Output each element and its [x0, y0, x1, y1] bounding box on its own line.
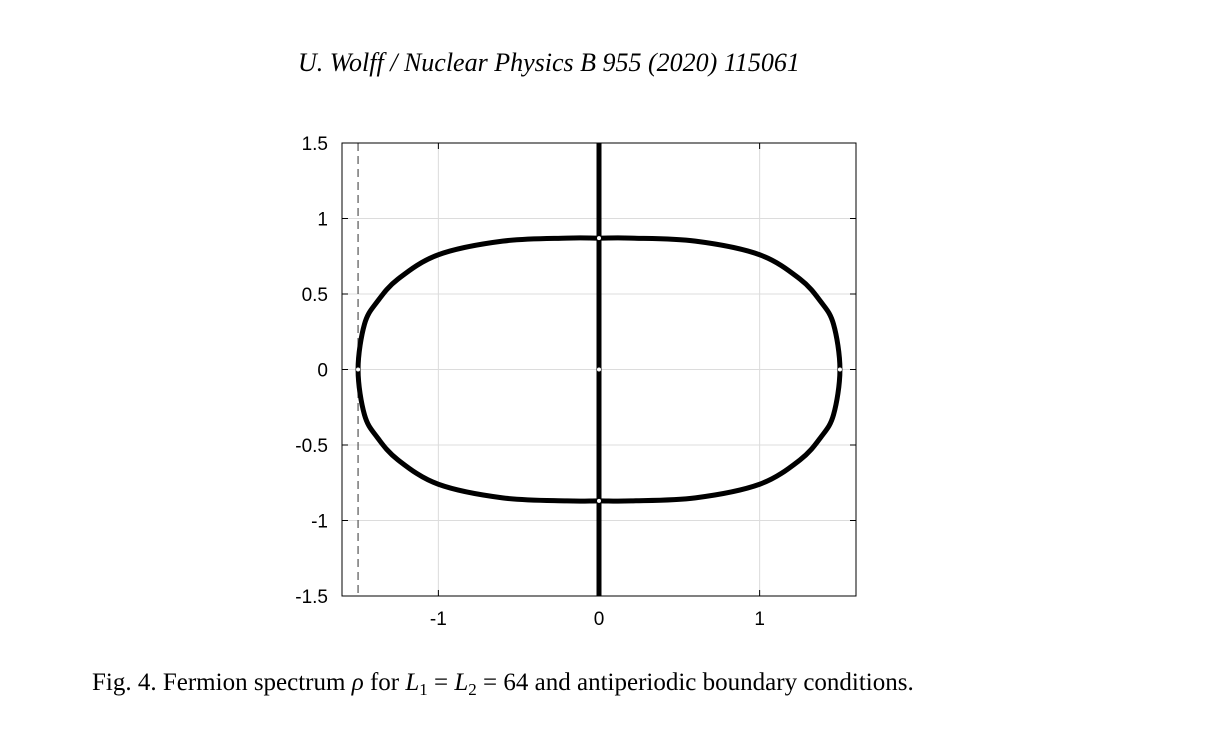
intersection-point: [597, 498, 601, 503]
y-tick-label: 0: [317, 361, 328, 382]
caption-eq2: = 64: [476, 669, 529, 696]
x-tick-label: 1: [754, 609, 765, 630]
caption-suffix: and antiperiodic boundary conditions.: [528, 669, 914, 696]
caption-eq1: =: [427, 669, 455, 696]
intersection-point: [356, 367, 361, 372]
intersection-point: [597, 236, 601, 241]
intersection-point: [837, 367, 842, 372]
caption-L1-sub: 1: [419, 680, 428, 699]
y-tick-label: 0.5: [302, 285, 328, 306]
caption-L2-sub: 2: [468, 680, 477, 699]
caption-prefix: Fig. 4. Fermion spectrum: [92, 669, 352, 696]
caption-rho: ρ: [351, 669, 364, 696]
y-tick-label: -0.5: [295, 436, 328, 457]
data-series: [355, 143, 843, 596]
caption-for: for: [363, 669, 406, 696]
caption-L2: L: [454, 669, 469, 696]
y-tick-label: -1: [311, 512, 328, 533]
intersection-point: [597, 367, 601, 372]
y-tick-label: 1.5: [302, 134, 328, 155]
x-tick-label: -1: [430, 609, 447, 630]
running-head: U. Wolff / Nuclear Physics B 955 (2020) …: [298, 48, 800, 77]
y-tick-label: -1.5: [295, 587, 328, 608]
y-tick-label: 1: [317, 210, 328, 231]
figure-caption: Fig. 4. Fermion spectrum ρ for L1 = L2 =…: [92, 669, 914, 699]
tick-labels: -1 0 1 1.5 1 0.5 0 -0.5 -1 -1.5: [295, 134, 765, 630]
axis-ticks: [342, 142, 856, 597]
caption-L1: L: [405, 669, 420, 696]
x-tick-label: 0: [594, 609, 605, 630]
